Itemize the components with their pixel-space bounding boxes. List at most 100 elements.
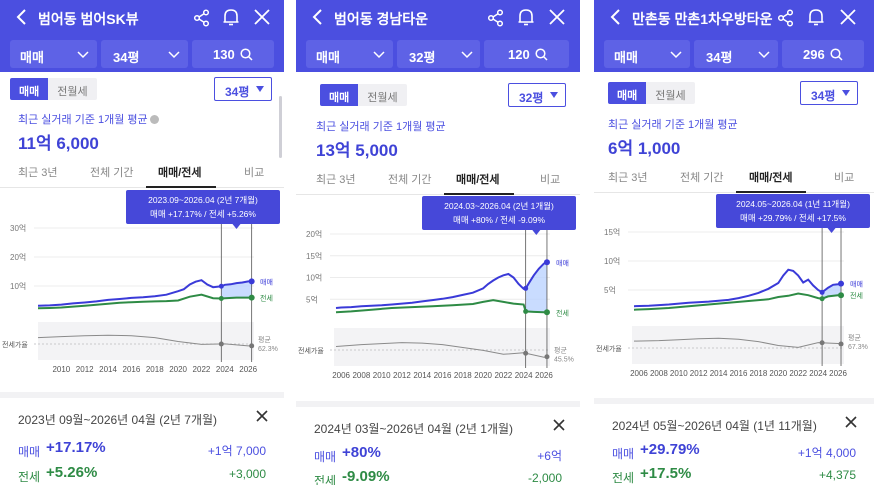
ratio-start-dot [819,340,825,346]
x-tick-label: 2010 [52,365,70,374]
close-icon[interactable] [552,418,566,432]
close-icon[interactable] [844,415,858,429]
x-tick-label: 2026 [829,369,847,378]
size-select[interactable]: 34평 [800,81,858,105]
summary-jeonse-pct: +5.26% [46,464,98,481]
ratio-band [38,322,254,360]
deal-type-label: 매매 [614,50,638,65]
tab-bar: 최근 3년 전체 기간 매매/전세 비교 [594,165,874,193]
chevron-down-icon [461,51,473,59]
ratio-band [632,326,844,364]
tab-bar: 최근 3년 전체 기간 매매/전세 비교 [296,167,580,195]
search-count-button[interactable]: 130 [192,40,274,68]
size-select[interactable]: 32평 [508,83,566,107]
legend-jeonse: 전세 [850,291,863,300]
caret-down-icon [842,90,850,96]
share-icon[interactable] [192,8,212,28]
avg-price: 13억 5,000 [316,141,398,160]
toggle-trade[interactable]: 매매 [320,84,359,106]
tab-compare[interactable]: 비교 [834,172,855,184]
back-icon[interactable] [308,6,328,28]
toggle-jeonse[interactable]: 전월세 [358,84,407,106]
tooltip-change: 매매 +17.17% / 전세 +5.26% [150,209,256,219]
tab-recent-3y[interactable]: 최근 3년 [18,167,58,179]
y-tick-label: 10억 [604,256,620,266]
page-title: 범어동 범어SK뷰 [38,11,139,27]
ratio-avg-value: 62.3% [258,346,278,353]
tab-all-period[interactable]: 전체 기간 [90,167,134,179]
tab-recent-3y[interactable]: 최근 3년 [316,174,356,186]
x-tick-label: 2008 [650,369,668,378]
bell-icon[interactable] [805,6,827,28]
tab-trade-jeonse[interactable]: 매매/전세 [456,174,500,186]
back-icon[interactable] [606,6,626,28]
size-select[interactable]: 34평 [214,77,272,101]
share-icon[interactable] [776,8,796,28]
summary-jeonse-amt: -2,000 [527,471,562,485]
filter-bar: 매매 34평 296 [594,36,874,72]
info-icon[interactable] [149,115,159,124]
trade-end-dot [838,280,845,287]
trade-end-dot [248,278,255,285]
toggle-trade[interactable]: 매매 [608,82,647,104]
scrollbar[interactable] [279,96,282,158]
close-icon[interactable] [252,7,272,27]
y-tick-label: 5억 [604,285,616,295]
tab-compare[interactable]: 비교 [540,174,561,186]
tab-all-period[interactable]: 전체 기간 [388,174,432,186]
app-bar: 범어동 경남타운 [296,0,580,36]
tab-recent-3y[interactable]: 최근 3년 [608,172,648,184]
summary-jeonse-label: 전세 [612,471,635,485]
toggle-jeonse[interactable]: 전월세 [646,82,695,104]
deal-type-dropdown[interactable]: 매매 [604,40,690,68]
jeonse-end-dot [543,309,550,316]
x-tick-label: 2020 [769,369,787,378]
bell-icon[interactable] [220,6,242,28]
tab-compare[interactable]: 비교 [244,167,265,179]
x-tick-label: 2016 [123,365,141,374]
close-icon[interactable] [255,409,269,423]
search-icon [830,48,843,61]
legend-jeonse: 전세 [260,294,273,303]
search-count-button[interactable]: 296 [782,40,864,68]
summary-trade-pct: +17.17% [46,439,106,456]
tooltip-box [126,190,280,224]
deal-type-label: 매매 [316,50,340,65]
trade-start-dot [218,283,224,289]
tab-trade-jeonse[interactable]: 매매/전세 [749,172,793,184]
toggle-trade[interactable]: 매매 [10,78,49,100]
size-dropdown[interactable]: 32평 [397,40,480,68]
close-icon[interactable] [547,7,567,27]
deal-type-dropdown[interactable]: 매매 [306,40,393,68]
deal-type-label: 매매 [20,50,44,65]
close-icon[interactable] [838,7,858,27]
tooltip-box [422,196,576,230]
ratio-avg-word: 평균 [258,335,271,344]
tooltip-change: 매매 +80% / 전세 -9.09% [453,215,545,225]
x-tick-label: 2026 [535,371,553,380]
summary-trade-amt: +6억 [537,449,562,463]
tab-all-period[interactable]: 전체 기간 [680,172,724,184]
summary-range: 2023년 09월~2026년 04월 (2년 7개월) [18,413,218,427]
tooltip-range: 2024.03~2026.04 (2년 1개월) [444,201,554,211]
legend-trade: 매매 [556,259,569,267]
tab-trade-jeonse[interactable]: 매매/전세 [158,167,202,179]
size-dropdown[interactable]: 34평 [101,40,188,68]
x-tick-label: 2012 [393,371,411,380]
back-icon[interactable] [12,6,32,28]
chevron-down-icon [168,51,180,59]
toggle-jeonse[interactable]: 전월세 [48,78,97,100]
avg-price: 6억 1,000 [608,139,681,158]
size-dropdown[interactable]: 34평 [694,40,778,68]
summary-jeonse-amt: +4,375 [818,468,856,482]
search-count-button[interactable]: 120 [484,40,569,68]
x-tick-label: 2016 [730,369,748,378]
bell-icon[interactable] [515,6,537,28]
page-title: 만촌동 만촌1차우방타운 [632,11,773,27]
share-icon[interactable] [486,8,506,28]
x-tick-label: 2026 [239,365,257,374]
deal-type-dropdown[interactable]: 매매 [10,40,97,68]
